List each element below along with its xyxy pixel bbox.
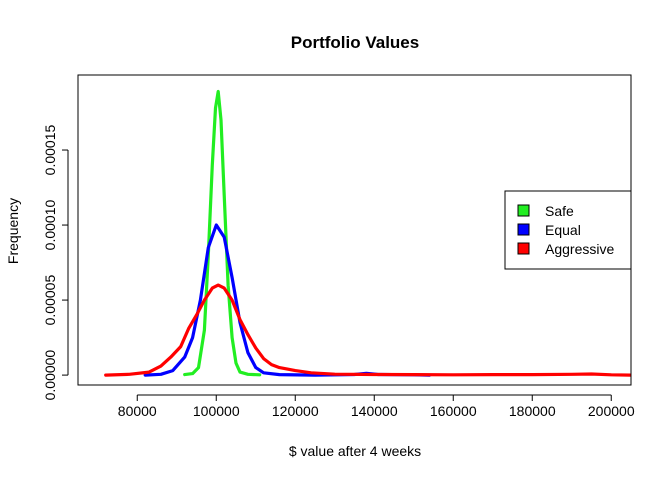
x-tick-label: 140000 — [351, 403, 398, 419]
series-lines — [104, 89, 631, 377]
x-axis-title: $ value after 4 weeks — [289, 443, 421, 459]
y-tick-label: 0.00000 — [42, 350, 58, 401]
chart-title: Portfolio Values — [291, 33, 419, 52]
legend: Safe Equal Aggressive — [504, 190, 632, 270]
legend-swatch-equal — [517, 223, 530, 236]
y-axis-title: Frequency — [5, 198, 21, 264]
series-line-safe — [183, 89, 262, 377]
x-axis: 80000 100000 120000 140000 160000 180000 20000… — [118, 394, 635, 419]
legend-label-aggressive: Aggressive — [545, 241, 614, 257]
y-tick-label: 0.00015 — [42, 125, 58, 176]
x-tick-label: 100000 — [193, 403, 240, 419]
y-tick-label: 0.00005 — [42, 275, 58, 326]
legend-label-equal: Equal — [545, 222, 581, 238]
x-tick-label: 200000 — [588, 403, 635, 419]
series-line-aggressive — [104, 283, 631, 377]
y-axis: 0.00000 0.00005 0.00010 0.00015 — [42, 125, 69, 401]
x-tick-label: 180000 — [509, 403, 556, 419]
x-tick-label: 80000 — [118, 403, 157, 419]
y-tick-label: 0.00010 — [42, 200, 58, 251]
legend-label-safe: Safe — [545, 203, 574, 219]
legend-swatch-aggressive — [517, 242, 530, 255]
x-tick-label: 120000 — [272, 403, 319, 419]
legend-swatch-safe — [517, 204, 530, 217]
series-line-equal — [143, 223, 432, 377]
x-tick-label: 160000 — [430, 403, 477, 419]
